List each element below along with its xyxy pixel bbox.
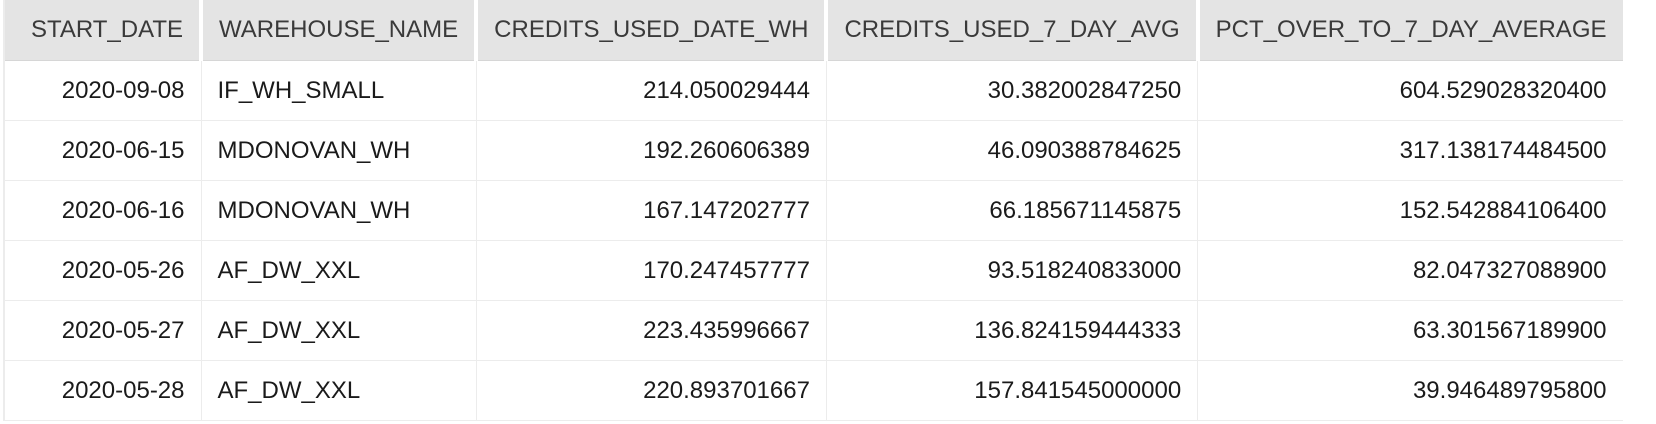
table-row[interactable]: 2020-06-15 MDONOVAN_WH 192.260606389 46.… <box>3 120 1623 181</box>
column-header-credits-used-date-wh[interactable]: CREDITS_USED_DATE_WH <box>474 0 827 61</box>
cell-pct-over-to-7-day-average[interactable]: 63.301567189900 <box>1197 300 1623 361</box>
column-header-credits-used-7-day-avg[interactable]: CREDITS_USED_7_DAY_AVG <box>824 0 1198 61</box>
column-header-start-date[interactable]: START_DATE <box>3 0 201 61</box>
cell-warehouse-name[interactable]: MDONOVAN_WH <box>200 120 477 181</box>
cell-credits-used-7-day-avg[interactable]: 66.185671145875 <box>825 180 1198 241</box>
cell-credits-used-7-day-avg[interactable]: 93.518240833000 <box>825 240 1198 301</box>
cell-start-date[interactable]: 2020-06-16 <box>3 180 201 241</box>
cell-start-date[interactable]: 2020-05-28 <box>3 360 201 421</box>
cell-pct-over-to-7-day-average[interactable]: 82.047327088900 <box>1197 240 1623 301</box>
table-row[interactable]: 2020-05-27 AF_DW_XXL 223.435996667 136.8… <box>3 300 1623 361</box>
cell-credits-used-date-wh[interactable]: 192.260606389 <box>475 120 827 181</box>
cell-credits-used-7-day-avg[interactable]: 30.382002847250 <box>825 60 1198 121</box>
table-row[interactable]: 2020-06-16 MDONOVAN_WH 167.147202777 66.… <box>3 180 1623 241</box>
table-row[interactable]: 2020-05-26 AF_DW_XXL 170.247457777 93.51… <box>3 240 1623 301</box>
cell-credits-used-7-day-avg[interactable]: 46.090388784625 <box>825 120 1198 181</box>
cell-start-date[interactable]: 2020-06-15 <box>3 120 201 181</box>
table-row[interactable]: 2020-09-08 IF_WH_SMALL 214.050029444 30.… <box>3 60 1623 121</box>
table-row[interactable]: 2020-05-28 AF_DW_XXL 220.893701667 157.8… <box>3 360 1623 421</box>
header-row: START_DATE WAREHOUSE_NAME CREDITS_USED_D… <box>3 0 1623 61</box>
cell-warehouse-name[interactable]: AF_DW_XXL <box>200 240 477 301</box>
cell-credits-used-7-day-avg[interactable]: 136.824159444333 <box>825 300 1198 361</box>
cell-pct-over-to-7-day-average[interactable]: 604.529028320400 <box>1197 60 1623 121</box>
results-table: START_DATE WAREHOUSE_NAME CREDITS_USED_D… <box>3 0 1623 421</box>
cell-start-date[interactable]: 2020-05-27 <box>3 300 201 361</box>
column-header-warehouse-name[interactable]: WAREHOUSE_NAME <box>198 0 477 61</box>
cell-start-date[interactable]: 2020-09-08 <box>3 60 201 121</box>
cell-warehouse-name[interactable]: MDONOVAN_WH <box>200 180 477 241</box>
cell-credits-used-7-day-avg[interactable]: 157.841545000000 <box>825 360 1198 421</box>
cell-credits-used-date-wh[interactable]: 223.435996667 <box>475 300 827 361</box>
cell-start-date[interactable]: 2020-05-26 <box>3 240 201 301</box>
cell-credits-used-date-wh[interactable]: 220.893701667 <box>475 360 827 421</box>
cell-warehouse-name[interactable]: IF_WH_SMALL <box>200 60 477 121</box>
column-header-pct-over-to-7-day-average[interactable]: PCT_OVER_TO_7_DAY_AVERAGE <box>1195 0 1623 61</box>
cell-warehouse-name[interactable]: AF_DW_XXL <box>200 300 477 361</box>
cell-credits-used-date-wh[interactable]: 167.147202777 <box>475 180 827 241</box>
cell-pct-over-to-7-day-average[interactable]: 152.542884106400 <box>1197 180 1623 241</box>
cell-credits-used-date-wh[interactable]: 170.247457777 <box>475 240 827 301</box>
cell-pct-over-to-7-day-average[interactable]: 317.138174484500 <box>1197 120 1623 181</box>
cell-pct-over-to-7-day-average[interactable]: 39.946489795800 <box>1197 360 1623 421</box>
cell-warehouse-name[interactable]: AF_DW_XXL <box>200 360 477 421</box>
cell-credits-used-date-wh[interactable]: 214.050029444 <box>475 60 827 121</box>
